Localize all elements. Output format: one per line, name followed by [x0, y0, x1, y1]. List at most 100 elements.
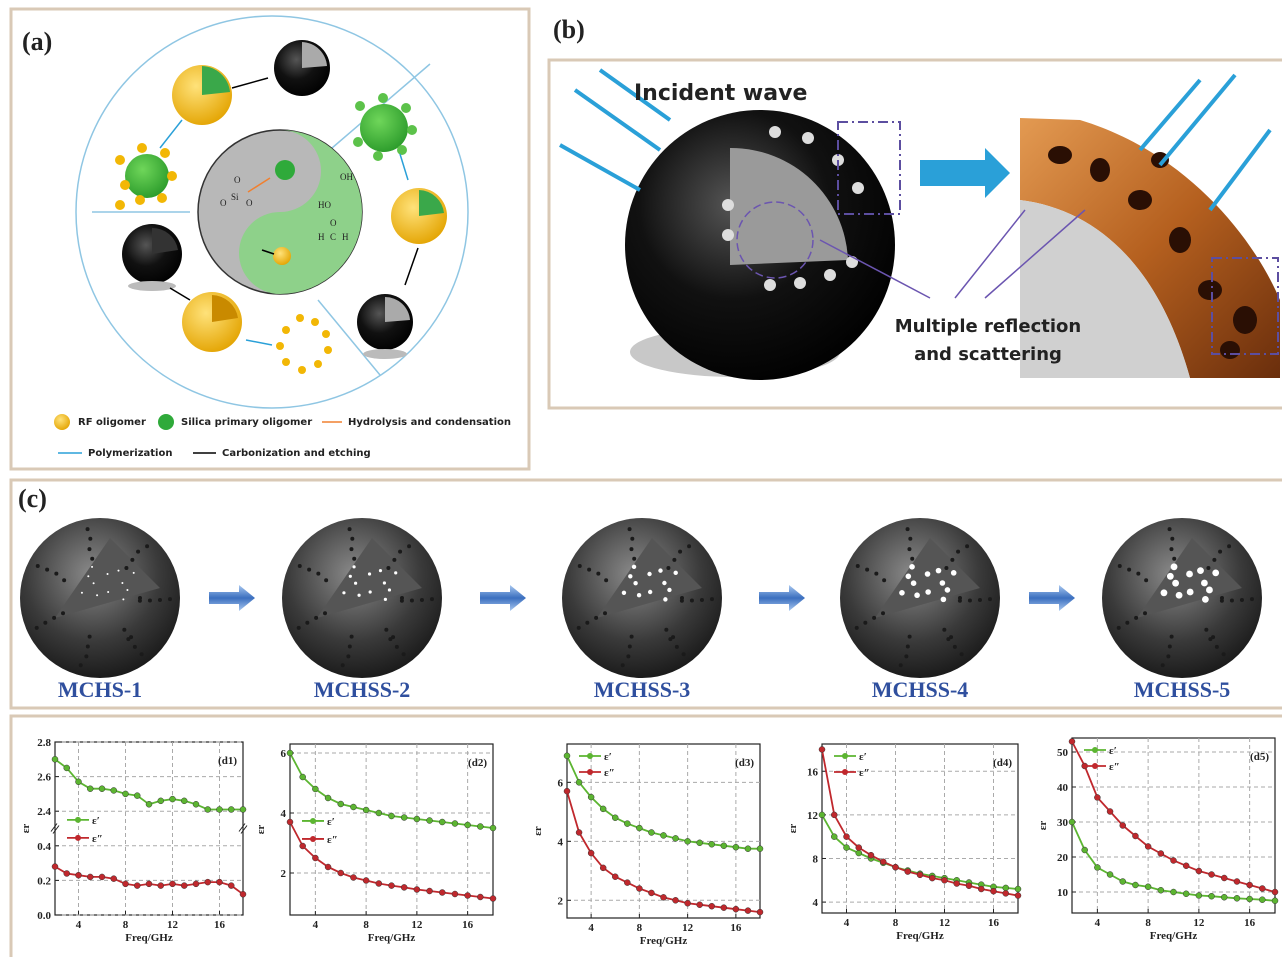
- data-point: [893, 864, 899, 870]
- surface-pore: [1172, 557, 1176, 561]
- surface-pore: [626, 654, 630, 658]
- legend-label: ε″: [327, 834, 338, 846]
- surface-pore: [856, 564, 860, 568]
- y-tick-label: 0.0: [37, 910, 51, 922]
- data-point: [1234, 879, 1240, 885]
- chem-label: O: [330, 218, 337, 228]
- data-point: [612, 815, 618, 821]
- surface-pore: [86, 527, 90, 531]
- data-point: [721, 843, 727, 849]
- surface-pore: [865, 568, 869, 572]
- pore: [925, 571, 931, 577]
- chem-label: H: [342, 232, 349, 242]
- pore: [951, 570, 957, 576]
- y-tick-label: 30: [1057, 817, 1069, 829]
- surface-pore: [1220, 599, 1224, 603]
- y-axis-label: εr: [532, 826, 544, 836]
- surface-pore: [392, 558, 396, 562]
- pore: [1206, 587, 1213, 594]
- data-point: [170, 881, 176, 887]
- surface-pore: [346, 654, 350, 658]
- surface-pore: [942, 628, 946, 632]
- data-point: [64, 870, 70, 876]
- data-point: [844, 845, 850, 851]
- data-point: [636, 825, 642, 831]
- pore: [1171, 563, 1178, 570]
- data-point: [376, 881, 382, 887]
- surface-pore: [86, 644, 90, 648]
- surface-pore: [349, 547, 353, 551]
- x-tick-label: 16: [988, 917, 1000, 929]
- surface-pore: [968, 599, 972, 603]
- data-point: [452, 821, 458, 827]
- data-point: [312, 855, 318, 861]
- surface-pore: [1204, 628, 1208, 632]
- pore: [906, 574, 912, 580]
- y-tick-label: 2.6: [37, 772, 51, 784]
- surface-pore: [341, 663, 345, 667]
- data-point: [228, 806, 234, 812]
- pore: [87, 575, 89, 577]
- data-point: [757, 846, 763, 852]
- data-point: [1015, 886, 1021, 892]
- surface-pore: [690, 599, 694, 603]
- surface-pore: [1206, 566, 1210, 570]
- data-point: [338, 870, 344, 876]
- data-point: [1196, 893, 1202, 899]
- surface-pore: [88, 537, 92, 541]
- surface-pore: [140, 652, 144, 656]
- data-point: [350, 804, 356, 810]
- data-point: [300, 774, 306, 780]
- data-point: [389, 813, 395, 819]
- pore: [632, 565, 636, 569]
- chart: 481216246ε′ε″(d2)Freq/GHzεr: [255, 744, 496, 944]
- data-point: [1221, 875, 1227, 881]
- surface-pore: [1240, 598, 1244, 602]
- data-point: [52, 756, 58, 762]
- data-point: [170, 796, 176, 802]
- data-point: [1221, 894, 1227, 900]
- chem-label: O: [234, 175, 241, 185]
- surface-pore: [629, 547, 633, 551]
- surface-pore: [88, 635, 92, 639]
- data-point: [1259, 886, 1265, 892]
- legend-label: ε″: [1109, 761, 1120, 773]
- pore: [1212, 569, 1219, 576]
- surface-pore: [348, 527, 352, 531]
- surface-pore: [632, 557, 636, 561]
- surface-pore: [84, 654, 88, 658]
- data-point: [181, 798, 187, 804]
- pore: [384, 598, 387, 601]
- data-point: [205, 806, 211, 812]
- surface-pore: [628, 644, 632, 648]
- data-point: [158, 883, 164, 889]
- legend-marker: [1092, 747, 1098, 753]
- surface-pore: [1212, 558, 1216, 562]
- annotation: Incident wave: [634, 81, 807, 106]
- surface-pore: [630, 635, 634, 639]
- surface-pore: [621, 663, 625, 667]
- legend-text: Polymerization: [88, 448, 172, 459]
- pore: [368, 572, 371, 575]
- data-point: [477, 824, 483, 830]
- chart-title: (d4): [993, 757, 1012, 769]
- legend-marker: [842, 753, 848, 759]
- data-point: [929, 875, 935, 881]
- data-point: [819, 746, 825, 752]
- data-point: [338, 801, 344, 807]
- surface-pore: [1168, 644, 1172, 648]
- surface-pore: [682, 652, 686, 656]
- data-point: [661, 894, 667, 900]
- y-tick-label: 12: [807, 810, 819, 822]
- pore: [342, 591, 345, 594]
- pore: [357, 594, 360, 597]
- surface-pore: [350, 635, 354, 639]
- x-tick-label: 8: [893, 917, 899, 929]
- pore: [107, 573, 109, 575]
- surface-pore: [62, 578, 66, 582]
- data-point: [439, 890, 445, 896]
- pore: [941, 597, 947, 603]
- data-point: [363, 807, 369, 813]
- pore: [637, 593, 641, 597]
